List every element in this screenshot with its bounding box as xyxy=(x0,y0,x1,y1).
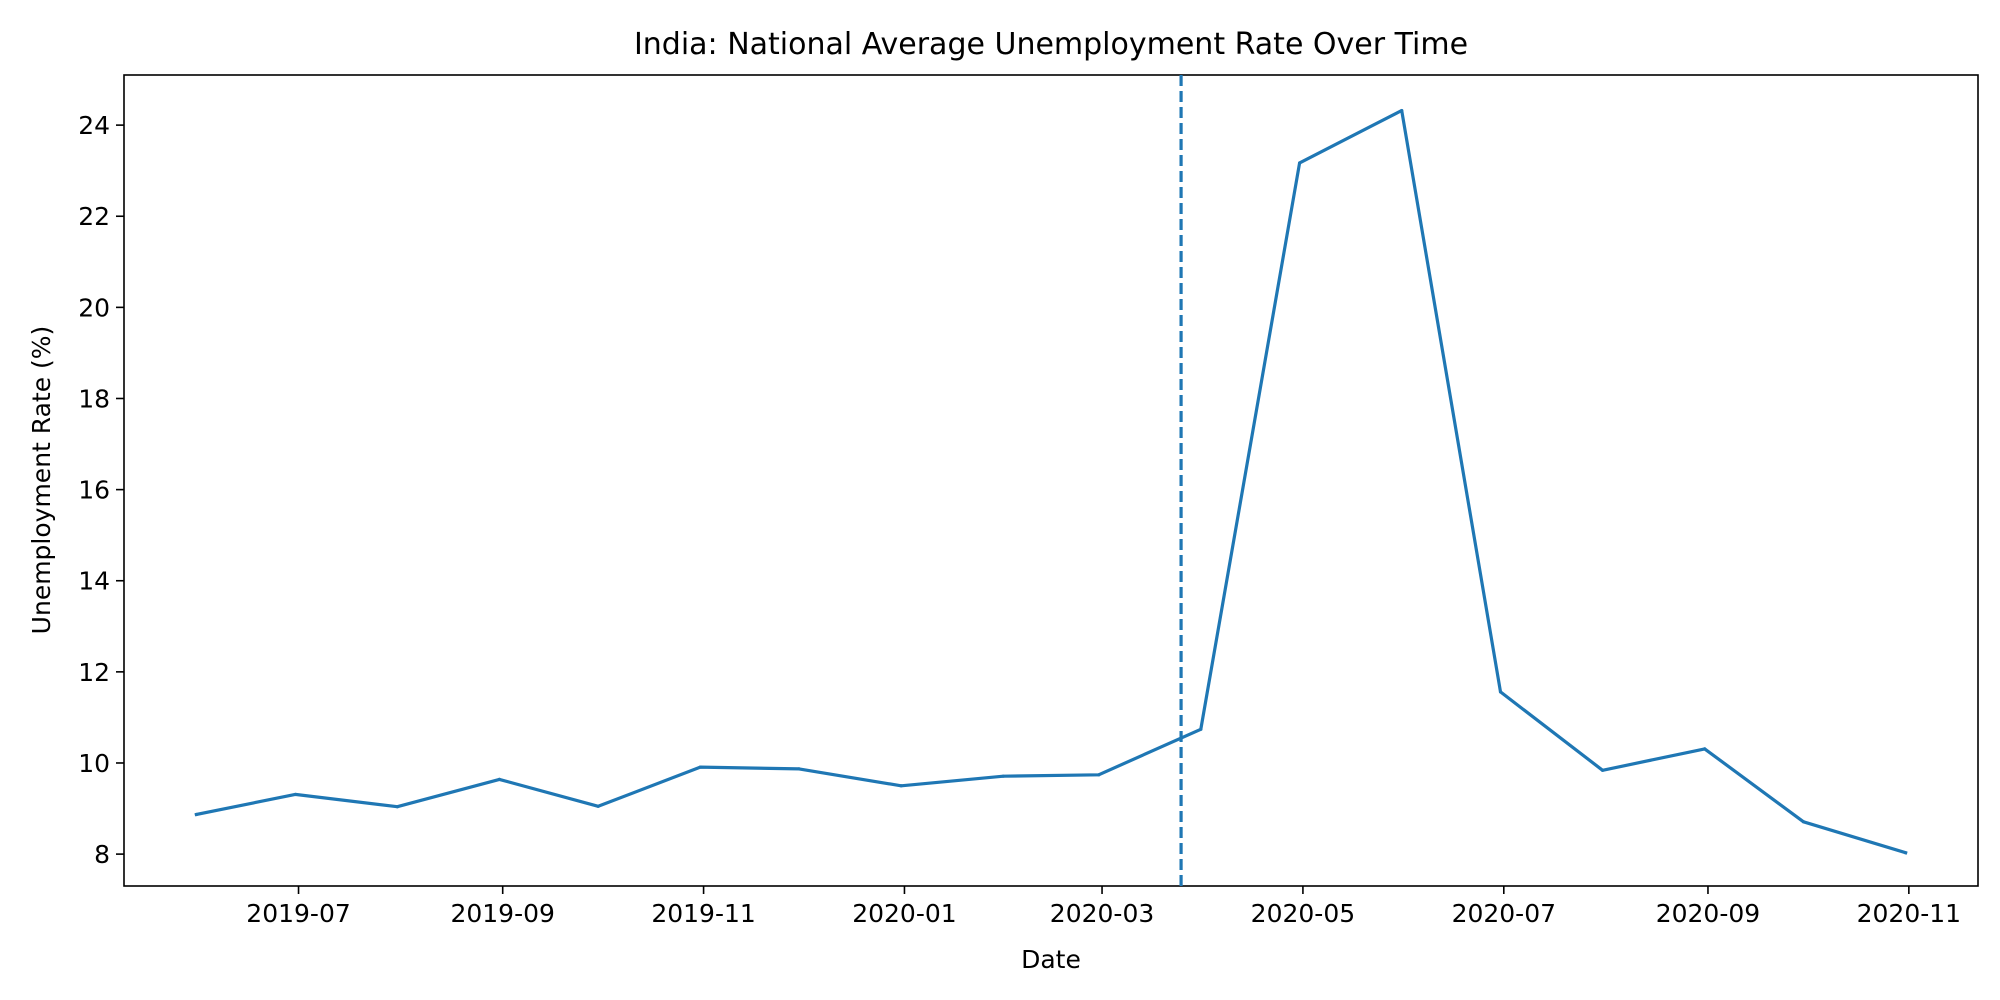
x-tick-label: 2020-07 xyxy=(1452,899,1556,928)
data-point xyxy=(1600,768,1605,772)
x-tick-label: 2019-11 xyxy=(651,899,755,928)
data-point xyxy=(698,765,702,769)
y-tick-label: 10 xyxy=(78,749,110,778)
y-tick-label: 24 xyxy=(78,111,110,140)
data-point xyxy=(1801,820,1806,824)
data-point xyxy=(596,804,600,808)
data-point xyxy=(497,777,502,781)
x-tick-label: 2020-01 xyxy=(852,899,956,928)
data-point xyxy=(1001,774,1005,778)
data-point xyxy=(1199,727,1203,731)
x-tick-label: 2020-11 xyxy=(1857,899,1961,928)
y-tick-label: 18 xyxy=(78,384,110,413)
y-tick-label: 14 xyxy=(78,567,110,596)
y-tick-label: 12 xyxy=(78,658,110,687)
y-axis-label: Unemployment Rate (%) xyxy=(27,326,56,635)
data-point xyxy=(1498,690,1503,694)
data-point xyxy=(1400,108,1404,113)
x-tick-label: 2019-07 xyxy=(246,899,350,928)
y-tick-label: 20 xyxy=(78,293,110,322)
data-point xyxy=(194,812,199,817)
data-point xyxy=(395,805,399,809)
x-tick-label: 2019-09 xyxy=(450,899,554,928)
y-tick-label: 22 xyxy=(78,202,110,231)
x-tick-label: 2020-05 xyxy=(1251,899,1355,928)
data-point xyxy=(293,792,297,797)
x-tick-label: 2020-03 xyxy=(1050,899,1154,928)
data-point xyxy=(1903,851,1908,855)
data-point xyxy=(1703,747,1707,751)
x-tick-label: 2020-09 xyxy=(1656,899,1760,928)
plot-frame xyxy=(123,74,1979,887)
data-point xyxy=(1298,161,1302,165)
data-point xyxy=(797,767,801,771)
x-axis-label: Date xyxy=(1021,945,1081,974)
series-line xyxy=(194,108,1908,855)
chart-title: India: National Average Unemployment Rat… xyxy=(634,27,1468,62)
data-point xyxy=(899,784,903,788)
data-point xyxy=(1097,773,1101,777)
y-tick-label: 8 xyxy=(94,840,110,869)
y-tick-label: 16 xyxy=(78,476,110,505)
plot-area: 2019-07 2019-09 2019-11 2020-01 2020-03 2020-… xyxy=(78,74,1979,928)
